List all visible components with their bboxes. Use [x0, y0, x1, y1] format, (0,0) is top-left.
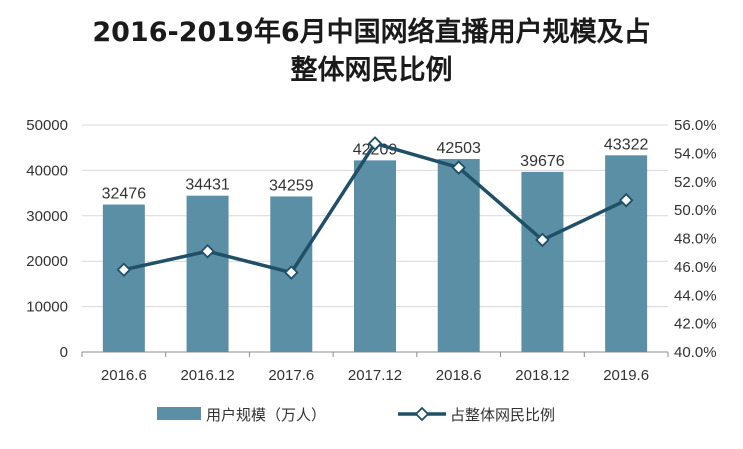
line-point [284, 265, 299, 280]
x-tick-label: 2016.6 [101, 367, 147, 384]
y-right-tick-label: 54.0% [674, 145, 717, 162]
y-left-tick-label: 0 [60, 344, 68, 361]
y-left-tick-label: 40000 [26, 162, 68, 179]
x-tick-label: 2017.12 [348, 367, 402, 384]
bar [437, 159, 480, 352]
bar-data-label: 42503 [436, 140, 481, 157]
y-right-tick-label: 56.0% [674, 117, 717, 134]
chart-title-line2: 整体网民比例 [290, 55, 453, 86]
bar-data-label: 34431 [185, 177, 230, 194]
y-right-tick-label: 44.0% [674, 287, 717, 304]
y-left-tick-label: 30000 [26, 208, 68, 225]
y-left-tick-label: 50000 [26, 117, 68, 134]
bar-data-label: 39676 [520, 153, 565, 170]
legend-label-line: 占整体网民比例 [450, 406, 555, 424]
bar [354, 160, 396, 352]
bar [605, 155, 648, 352]
legend-label-bar: 用户规模（万人） [206, 406, 326, 424]
line-point [200, 243, 215, 259]
bar [521, 171, 564, 352]
bar-data-label: 32476 [102, 186, 147, 203]
line-point [535, 232, 550, 248]
x-tick-label: 2017.6 [268, 367, 314, 384]
y-left-tick-label: 20000 [26, 253, 68, 270]
chart-title-line1: 2016-2019年6月中国网络直播用户规模及占 [92, 17, 651, 48]
line-point [367, 136, 383, 151]
y-right-tick-label: 42.0% [674, 316, 717, 333]
line-point [116, 262, 132, 277]
x-tick-label: 2018.12 [515, 367, 569, 384]
chart-title: 2016-2019年6月中国网络直播用户规模及占 整体网民比例 [0, 14, 743, 90]
legend-swatch-bar [157, 407, 201, 420]
y-right-tick-label: 52.0% [674, 174, 717, 191]
y-right-tick-label: 46.0% [674, 259, 717, 276]
y-right-tick-label: 40.0% [674, 344, 717, 361]
x-tick-label: 2018.6 [436, 367, 482, 384]
line-point [451, 160, 466, 175]
y-left-tick-label: 10000 [26, 299, 68, 316]
bar [186, 195, 229, 352]
bar [102, 204, 145, 352]
bar-data-label: 43322 [604, 136, 649, 153]
x-tick-label: 2019.6 [603, 367, 649, 384]
x-tick-label: 2016.12 [180, 367, 234, 384]
y-right-tick-label: 50.0% [674, 202, 717, 219]
line-point [618, 192, 634, 208]
bar-data-label: 34259 [269, 177, 314, 194]
y-right-tick-label: 48.0% [674, 231, 717, 248]
legend-marker-diamond [414, 406, 430, 422]
